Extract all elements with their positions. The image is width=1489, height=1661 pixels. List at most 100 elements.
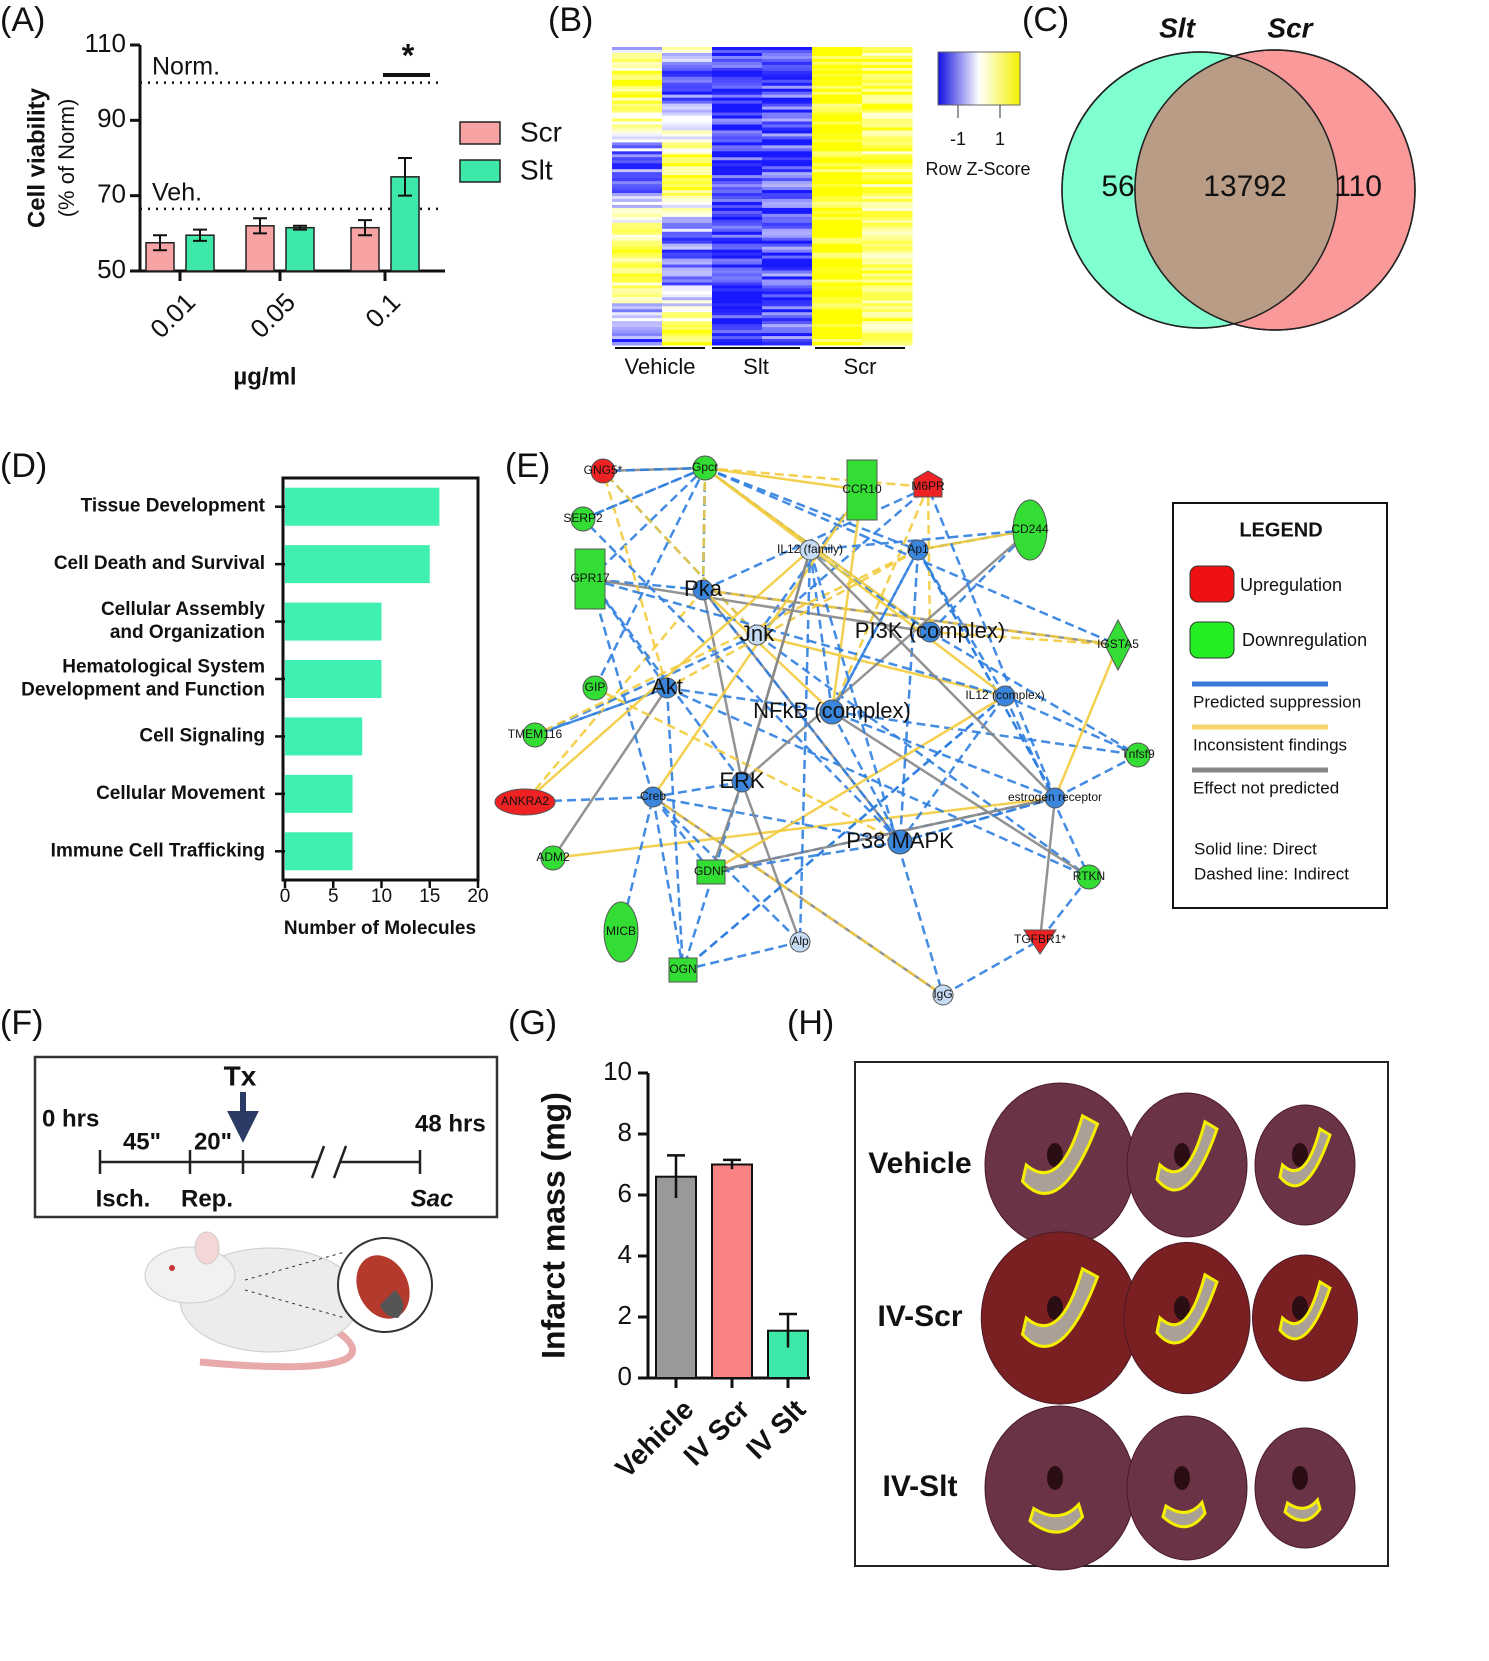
- heatmap-cell: [662, 201, 713, 206]
- heatmap-cell: [662, 222, 713, 227]
- heatmap-cell: [862, 219, 913, 224]
- heatmap-cell: [612, 91, 663, 96]
- heatmap-cell: [862, 246, 913, 251]
- heatmap-cell: [662, 64, 713, 69]
- network-edge: [593, 467, 707, 689]
- heatmap-cell: [862, 339, 913, 343]
- heatmap-cell: [712, 333, 763, 337]
- heatmap-cell: [612, 67, 663, 72]
- heatmap-cell: [612, 49, 663, 54]
- network-edge: [830, 549, 920, 713]
- heatmap-cell: [662, 193, 713, 197]
- timeline: [98, 1145, 422, 1179]
- node-label: IgG: [933, 987, 952, 1001]
- network-edge: [710, 840, 901, 874]
- heatmap-cell: [662, 73, 713, 78]
- heatmap-cell: [862, 70, 913, 75]
- heatmap-cell: [712, 300, 763, 304]
- heatmap-cell: [812, 330, 863, 334]
- node-label: GNG5*: [584, 463, 623, 477]
- network-node: [932, 984, 954, 1006]
- heatmap-cell: [762, 306, 813, 310]
- heatmap-cell: [862, 306, 913, 310]
- heatmap-cell: [612, 288, 663, 292]
- heatmap-cell: [862, 255, 913, 260]
- heatmap-cell: [762, 169, 813, 173]
- heatmap-cell: [862, 321, 913, 325]
- heatmap-cell: [662, 282, 713, 286]
- heatmap-cell: [812, 207, 863, 212]
- heatmap-cell: [712, 261, 763, 266]
- heart-slice: [1254, 1427, 1356, 1549]
- heatmap-cell: [612, 318, 663, 322]
- y-tick-label: 10: [603, 1056, 632, 1086]
- heatmap-cell: [762, 178, 813, 182]
- heart-slice: [984, 1405, 1136, 1571]
- network-edge: [917, 528, 1031, 552]
- heatmap-cell: [762, 103, 813, 108]
- heatmap-cell: [862, 273, 913, 277]
- venn-count: 13792: [1203, 170, 1286, 203]
- phase-label: Sac: [411, 1185, 454, 1212]
- x-tick-label: 10: [371, 886, 392, 907]
- heatmap-cell: [662, 333, 713, 337]
- heatmap-cell: [612, 333, 663, 337]
- heatmap-cell: [862, 288, 913, 292]
- heatmap-cell: [762, 88, 813, 93]
- heatmap-cell: [712, 234, 763, 239]
- heatmap-cell: [612, 294, 663, 298]
- heatmap-cell: [762, 315, 813, 319]
- heatmap-cell: [712, 130, 763, 134]
- heatmap-cell: [712, 67, 763, 72]
- node-label: RTKN: [1073, 869, 1105, 883]
- zoom-lines: [244, 1251, 346, 1319]
- heatmap-cell: [612, 82, 663, 87]
- legend-swatch: [1189, 565, 1235, 603]
- heatmap-cell: [612, 61, 663, 66]
- heatmap-cell: [662, 198, 713, 203]
- heart-lumen: [1292, 1296, 1308, 1320]
- heatmap-cell: [662, 321, 713, 325]
- heatmap-cell: [812, 291, 863, 295]
- heatmap-cell: [862, 52, 913, 57]
- colorbar-ticks: [957, 105, 1001, 118]
- x-tick-label: Vehicle: [609, 1394, 699, 1484]
- heatmap-cell: [612, 79, 663, 84]
- heatmap-cell: [812, 333, 863, 337]
- heatmap-cell: [612, 100, 663, 105]
- network-edge: [1004, 694, 1139, 757]
- panel-letter: (E): [505, 447, 550, 485]
- heart-lumen: [1047, 1296, 1063, 1320]
- y-axis-label: Infarct mass (mg): [535, 1092, 571, 1359]
- heart-lumen: [1292, 1466, 1308, 1490]
- heatmap-cell: [612, 282, 663, 286]
- venn-set-label: Slt: [1159, 12, 1196, 43]
- heatmap-cell: [862, 118, 913, 122]
- node-label: MICB: [606, 924, 636, 938]
- category-label: Cellular Movement: [96, 783, 266, 804]
- heatmap-cell: [612, 160, 663, 164]
- legend-label: Inconsistent findings: [1193, 735, 1347, 754]
- heatmap-cell: [762, 336, 813, 340]
- heatmap-cell: [862, 193, 913, 197]
- heatmap-cell: [762, 133, 813, 137]
- network-node: [1104, 618, 1132, 672]
- heatmap-cell: [712, 216, 763, 221]
- heatmap-cell: [712, 255, 763, 260]
- network-edge: [710, 694, 1006, 874]
- x-axis-label: µg/ml: [233, 363, 296, 390]
- node-label: IL12 (family): [777, 542, 843, 556]
- heatmap-cell: [862, 187, 913, 191]
- heart-lumen: [1174, 1296, 1190, 1320]
- heatmap-cell: [862, 327, 913, 331]
- heatmap-cell: [662, 139, 713, 143]
- heatmap-cell: [612, 324, 663, 328]
- heatmap-cell: [712, 139, 763, 143]
- heatmap-cell: [712, 291, 763, 295]
- heatmap-cell: [662, 127, 713, 131]
- heatmap-cell: [762, 157, 813, 161]
- heatmap-cell: [812, 136, 863, 140]
- heatmap-cell: [712, 127, 763, 131]
- heatmap-cell: [812, 178, 863, 182]
- heatmap-cell: [862, 336, 913, 340]
